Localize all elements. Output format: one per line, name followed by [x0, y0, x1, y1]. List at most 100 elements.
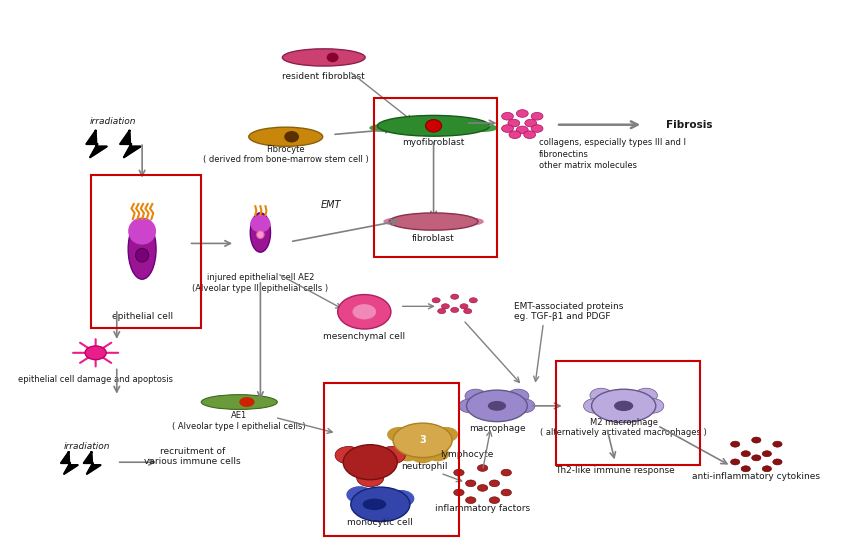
Circle shape: [335, 446, 362, 464]
Circle shape: [357, 469, 383, 487]
Text: Fibrocyte
( derived from bone-marrow stem cell ): Fibrocyte ( derived from bone-marrow ste…: [203, 145, 369, 164]
Circle shape: [508, 119, 520, 127]
Circle shape: [454, 469, 464, 476]
Circle shape: [240, 397, 254, 407]
Circle shape: [466, 480, 476, 487]
Circle shape: [525, 119, 537, 127]
Circle shape: [460, 304, 468, 309]
Text: Fibrosis: Fibrosis: [666, 120, 712, 130]
Text: injured epithelial cell AE2
(Alveolar type II epithelial cells ): injured epithelial cell AE2 (Alveolar ty…: [193, 274, 329, 293]
Polygon shape: [61, 452, 78, 474]
Circle shape: [741, 466, 751, 472]
Circle shape: [85, 346, 106, 360]
Circle shape: [478, 464, 488, 472]
Circle shape: [411, 448, 435, 463]
Ellipse shape: [135, 248, 149, 262]
Text: neutrophil: neutrophil: [401, 462, 448, 470]
Circle shape: [741, 451, 751, 457]
Circle shape: [347, 486, 373, 503]
Ellipse shape: [461, 218, 484, 225]
Circle shape: [435, 427, 458, 442]
Text: monocytic cell: monocytic cell: [348, 518, 413, 527]
Polygon shape: [120, 131, 140, 158]
Circle shape: [514, 399, 535, 413]
Circle shape: [641, 399, 663, 413]
Ellipse shape: [425, 120, 442, 132]
Circle shape: [490, 480, 500, 487]
Circle shape: [762, 451, 771, 457]
Circle shape: [584, 399, 606, 413]
Ellipse shape: [363, 499, 386, 510]
Ellipse shape: [370, 124, 401, 132]
Circle shape: [450, 307, 459, 312]
Circle shape: [752, 437, 761, 443]
Ellipse shape: [467, 390, 527, 422]
Text: M2 macrophage
( alternatively activated macrophages ): M2 macrophage ( alternatively activated …: [540, 418, 707, 437]
Ellipse shape: [377, 115, 490, 136]
Text: epithelial cell: epithelial cell: [111, 312, 173, 321]
Circle shape: [437, 309, 446, 314]
Text: resident fibroblast: resident fibroblast: [282, 72, 366, 81]
Ellipse shape: [128, 218, 156, 245]
Circle shape: [353, 304, 376, 319]
Circle shape: [432, 298, 440, 303]
Circle shape: [478, 485, 488, 491]
Circle shape: [501, 489, 511, 496]
Ellipse shape: [284, 131, 299, 142]
Text: recruitment of
various immune cells: recruitment of various immune cells: [145, 447, 241, 467]
Circle shape: [773, 459, 782, 465]
Circle shape: [378, 446, 406, 464]
Text: collagens, especially types III and I: collagens, especially types III and I: [539, 138, 687, 147]
Text: 3: 3: [419, 435, 426, 445]
Ellipse shape: [250, 215, 270, 232]
Ellipse shape: [201, 395, 277, 409]
Text: myofibroblast: myofibroblast: [402, 138, 465, 147]
Circle shape: [502, 125, 514, 132]
Ellipse shape: [614, 400, 633, 411]
Circle shape: [501, 469, 511, 476]
Text: macrophage: macrophage: [468, 424, 526, 433]
Text: fibronectins: fibronectins: [539, 150, 589, 159]
Circle shape: [509, 131, 520, 138]
Text: epithelial cell damage and apoptosis: epithelial cell damage and apoptosis: [18, 375, 173, 383]
Text: lymphocyte: lymphocyte: [440, 450, 494, 458]
Circle shape: [442, 304, 449, 309]
Circle shape: [454, 489, 464, 496]
Text: mesenchymal cell: mesenchymal cell: [324, 332, 406, 341]
Circle shape: [502, 113, 514, 120]
Polygon shape: [86, 131, 107, 158]
Circle shape: [388, 490, 414, 507]
Ellipse shape: [257, 231, 265, 238]
Text: EMT-associated proteins
eg. TGF-β1 and PDGF: EMT-associated proteins eg. TGF-β1 and P…: [514, 302, 623, 322]
Circle shape: [730, 459, 740, 465]
Circle shape: [490, 497, 500, 504]
Circle shape: [337, 294, 391, 329]
Ellipse shape: [327, 53, 338, 62]
Text: anti-inflammatory cytokines: anti-inflammatory cytokines: [693, 472, 820, 481]
Ellipse shape: [250, 213, 270, 252]
Circle shape: [469, 298, 478, 303]
Circle shape: [396, 446, 419, 462]
Circle shape: [425, 446, 449, 462]
Text: inflammatory factors: inflammatory factors: [435, 504, 530, 513]
Text: fibroblast: fibroblast: [413, 234, 455, 243]
Circle shape: [508, 389, 529, 403]
Ellipse shape: [393, 423, 452, 457]
Circle shape: [752, 455, 761, 461]
Circle shape: [532, 125, 543, 132]
Circle shape: [516, 109, 528, 118]
Circle shape: [773, 441, 782, 447]
Ellipse shape: [249, 127, 323, 146]
Text: AE1
( Alveolar type I epithelial cells): AE1 ( Alveolar type I epithelial cells): [172, 411, 306, 430]
Ellipse shape: [389, 213, 478, 230]
Circle shape: [387, 427, 411, 442]
Circle shape: [343, 445, 397, 480]
Polygon shape: [84, 452, 100, 474]
Circle shape: [516, 126, 528, 133]
Circle shape: [762, 466, 771, 472]
Circle shape: [635, 388, 657, 403]
Circle shape: [590, 388, 612, 403]
Text: other matrix molecules: other matrix molecules: [539, 161, 637, 170]
Ellipse shape: [488, 401, 506, 411]
Text: Th2-like immune response: Th2-like immune response: [556, 466, 675, 475]
